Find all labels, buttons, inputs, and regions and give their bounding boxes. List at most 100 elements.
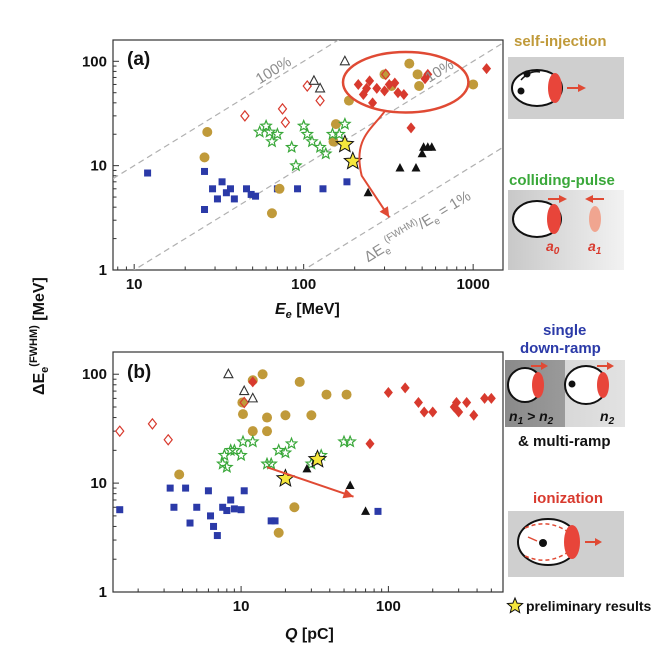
point-star-open bbox=[223, 443, 238, 457]
panel-b-plot-area bbox=[114, 368, 496, 540]
point-diamond-open bbox=[240, 109, 250, 122]
point-star-open bbox=[338, 116, 352, 130]
point-circle bbox=[174, 469, 185, 480]
point-diamond bbox=[365, 75, 375, 87]
point-square bbox=[144, 169, 152, 177]
point-circle bbox=[199, 152, 210, 163]
point-star-open bbox=[284, 436, 299, 450]
point-diamond bbox=[383, 386, 393, 398]
point-diamond bbox=[423, 68, 433, 80]
point-diamond bbox=[469, 409, 479, 421]
point-circle bbox=[262, 412, 273, 423]
point-star-open bbox=[284, 140, 299, 153]
label-ionization: ionization bbox=[533, 490, 603, 507]
point-square bbox=[204, 487, 212, 495]
point-square bbox=[207, 512, 215, 520]
point-triangle bbox=[363, 187, 373, 197]
point-star-open bbox=[332, 127, 346, 141]
down-ramp-illustration: n1 > n2 n2 bbox=[505, 360, 625, 427]
point-diamond bbox=[428, 406, 438, 418]
legend-preliminary: preliminary results bbox=[506, 596, 651, 614]
label-multi-ramp: & multi-ramp bbox=[518, 433, 611, 450]
point-square bbox=[116, 506, 124, 514]
point-star-open bbox=[296, 118, 311, 132]
point-star-open bbox=[236, 434, 250, 448]
point-star-yellow bbox=[307, 449, 328, 468]
point-circle bbox=[247, 426, 258, 437]
panel-b-ytick-label: 1 bbox=[99, 584, 107, 601]
point-circle bbox=[468, 79, 479, 90]
point-square bbox=[243, 185, 251, 193]
point-circle bbox=[237, 409, 248, 420]
legend-star-icon bbox=[506, 596, 524, 614]
point-circle bbox=[266, 208, 277, 219]
trend-arrowhead-0 bbox=[379, 206, 390, 218]
point-diamond bbox=[462, 396, 472, 408]
panel-a-ytick-label: 10 bbox=[90, 158, 107, 175]
panel-a-plot-area bbox=[113, 40, 503, 270]
panel-a-ytick-label: 100 bbox=[82, 53, 107, 70]
label-single: single bbox=[543, 322, 586, 339]
point-star-open bbox=[245, 434, 260, 448]
point-star-open bbox=[343, 434, 357, 448]
point-diamond bbox=[419, 406, 429, 418]
point-square bbox=[222, 189, 230, 197]
point-square bbox=[166, 484, 174, 492]
point-star-open bbox=[270, 127, 285, 141]
point-diamond-open bbox=[239, 396, 249, 409]
point-circle bbox=[330, 119, 341, 130]
point-square bbox=[213, 195, 221, 203]
point-diamond bbox=[248, 376, 258, 388]
point-square bbox=[186, 519, 194, 527]
point-diamond bbox=[480, 392, 490, 404]
point-diamond bbox=[390, 77, 400, 89]
point-diamond bbox=[451, 396, 461, 408]
point-square bbox=[252, 192, 260, 200]
point-star-open bbox=[264, 456, 278, 470]
point-circle bbox=[257, 369, 268, 380]
point-triangle-open bbox=[308, 74, 320, 85]
point-triangle-open bbox=[222, 368, 234, 379]
point-diamond bbox=[413, 396, 423, 408]
point-square bbox=[219, 503, 227, 511]
point-triangle bbox=[345, 480, 355, 490]
point-triangle bbox=[361, 506, 371, 515]
point-square bbox=[170, 503, 178, 511]
label-colliding-pulse: colliding-pulse bbox=[509, 172, 615, 189]
svg-text:n2: n2 bbox=[600, 408, 615, 427]
point-circle bbox=[306, 410, 317, 421]
panel-b-xtick-label: 10 bbox=[233, 598, 250, 615]
point-square bbox=[226, 185, 234, 193]
svg-text:a0: a0 bbox=[546, 238, 560, 257]
point-diamond bbox=[372, 82, 382, 94]
point-circle bbox=[321, 389, 332, 400]
panel-b-xlabel: Q [pC] bbox=[285, 626, 334, 643]
point-square bbox=[374, 507, 382, 515]
panel-b-frame bbox=[112, 351, 504, 593]
point-diamond-open bbox=[380, 68, 391, 81]
highlight-ellipse bbox=[341, 50, 470, 114]
point-circle bbox=[274, 183, 285, 194]
svg-text:preliminary results: preliminary results bbox=[526, 598, 651, 614]
point-triangle-open bbox=[247, 392, 259, 403]
point-square bbox=[240, 487, 248, 495]
point-circle bbox=[414, 80, 425, 91]
colliding-pulse-illustration: a0 a1 bbox=[508, 190, 624, 270]
point-star-open bbox=[259, 118, 273, 132]
point-diamond-open bbox=[315, 94, 325, 107]
point-star-open bbox=[318, 146, 333, 160]
panel-a-frame bbox=[112, 39, 504, 271]
panel-a-ytick-label: 1 bbox=[99, 262, 107, 279]
point-star-open bbox=[220, 460, 234, 474]
point-diamond-open bbox=[114, 425, 125, 438]
point-diamond bbox=[368, 97, 378, 109]
point-diamond bbox=[406, 122, 416, 134]
point-triangle bbox=[417, 148, 427, 158]
point-square bbox=[230, 195, 238, 203]
point-square bbox=[213, 532, 221, 540]
point-circle bbox=[412, 69, 423, 80]
point-square bbox=[230, 505, 238, 513]
point-circle bbox=[404, 58, 415, 69]
point-diamond-open bbox=[277, 102, 288, 115]
point-star-open bbox=[305, 134, 319, 148]
